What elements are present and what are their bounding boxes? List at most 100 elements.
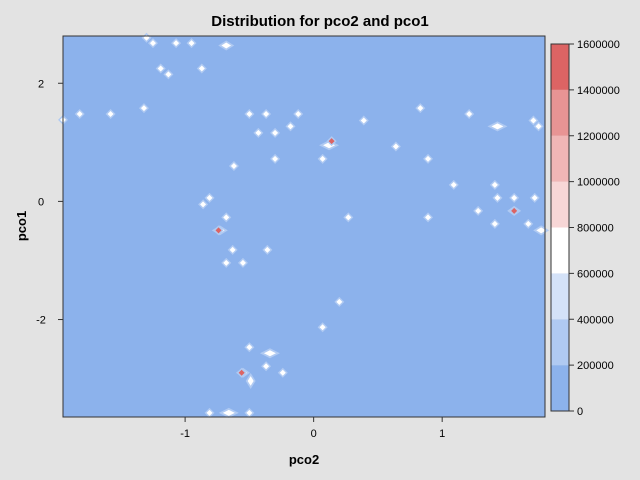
colorbar-segment: [551, 227, 569, 274]
density-point: [270, 153, 281, 164]
density-point: [523, 218, 534, 229]
colorbar-segment: [551, 135, 569, 182]
density-point: [270, 127, 281, 138]
density-point: [105, 108, 116, 119]
density-point: [237, 257, 248, 268]
density-point: [448, 179, 459, 190]
density-core: [319, 155, 326, 162]
x-tick-label: -1: [180, 428, 190, 440]
density-core: [328, 138, 335, 145]
density-point: [213, 225, 224, 236]
density-point: [528, 115, 539, 126]
colorbar-tick-label: 1000000: [577, 177, 620, 189]
y-axis-ticks: -2 0 2: [36, 78, 63, 327]
density-point: [509, 205, 520, 216]
density-point: [343, 212, 354, 223]
density-core: [223, 259, 230, 266]
density-point: [204, 192, 215, 203]
density-core: [279, 369, 286, 376]
colorbar-segment: [551, 273, 569, 320]
x-tick-label: 0: [311, 428, 317, 440]
density-core: [494, 194, 501, 201]
x-axis-label: pco2: [289, 452, 319, 467]
density-point: [218, 407, 239, 418]
density-point: [423, 212, 434, 223]
density-core: [417, 105, 424, 112]
density-point: [196, 63, 207, 74]
density-core: [76, 110, 83, 117]
chart-title: Distribution for pco2 and pco1: [211, 13, 429, 30]
density-point: [155, 63, 166, 74]
colorbar-tick-label: 1600000: [577, 39, 620, 51]
plot-background: [63, 36, 545, 417]
colorbar-tick-label: 400000: [577, 314, 614, 326]
density-point: [415, 103, 426, 114]
density-core: [229, 246, 236, 253]
density-core: [511, 207, 518, 214]
density-core: [238, 369, 245, 376]
density-core: [525, 220, 532, 227]
density-core: [263, 363, 270, 370]
density-core: [246, 344, 253, 351]
density-core: [165, 71, 172, 78]
density-point: [244, 407, 255, 418]
density-core: [230, 162, 237, 169]
density-point: [227, 244, 238, 255]
density-point: [317, 153, 328, 164]
density-core: [536, 227, 546, 234]
density-core: [222, 409, 235, 416]
density-point: [464, 108, 475, 119]
density-point: [285, 121, 296, 132]
density-point: [489, 218, 500, 229]
density-core: [491, 220, 498, 227]
density-core: [247, 376, 254, 386]
density-core: [491, 123, 504, 130]
density-point: [204, 407, 215, 418]
x-axis-ticks: -1 0 1: [180, 417, 445, 440]
density-core: [263, 110, 270, 117]
density-core: [263, 350, 276, 357]
density-point: [253, 127, 264, 138]
density-point: [198, 199, 209, 210]
density-point: [186, 38, 197, 49]
density-core: [272, 155, 279, 162]
density-core: [140, 105, 147, 112]
density-core: [149, 40, 156, 47]
density-point: [147, 38, 158, 49]
density-point: [171, 38, 182, 49]
density-core: [425, 155, 432, 162]
density-core: [173, 40, 180, 47]
colorbar-tick-label: 1400000: [577, 85, 620, 97]
density-point: [228, 160, 239, 171]
density-core: [215, 227, 222, 234]
colorbar-segment: [551, 319, 569, 366]
colorbar-segment: [551, 365, 569, 411]
colorbar-legend: 0 200000 400000 600000 800000 1000000 1200000 1…: [550, 39, 620, 418]
density-point: [138, 103, 149, 114]
density-core: [221, 42, 232, 49]
density-core: [246, 110, 253, 117]
density-point: [244, 342, 255, 353]
density-core: [336, 298, 343, 305]
density-core: [295, 110, 302, 117]
density-point: [245, 372, 256, 389]
density-core: [200, 201, 207, 208]
density-point: [489, 179, 500, 190]
density-core: [255, 129, 262, 136]
density-core: [425, 214, 432, 221]
colorbar-tick-label: 800000: [577, 223, 614, 235]
y-tick-label: 0: [38, 196, 44, 208]
density-point: [293, 108, 304, 119]
density-point: [74, 108, 85, 119]
density-core: [511, 194, 518, 201]
density-point: [236, 367, 247, 378]
density-core: [530, 117, 537, 124]
density-core: [223, 214, 230, 221]
density-point: [218, 40, 235, 51]
colorbar-tick-label: 600000: [577, 268, 614, 280]
colorbar-segment: [551, 181, 569, 228]
density-core: [107, 110, 114, 117]
colorbar-segment: [551, 44, 569, 90]
